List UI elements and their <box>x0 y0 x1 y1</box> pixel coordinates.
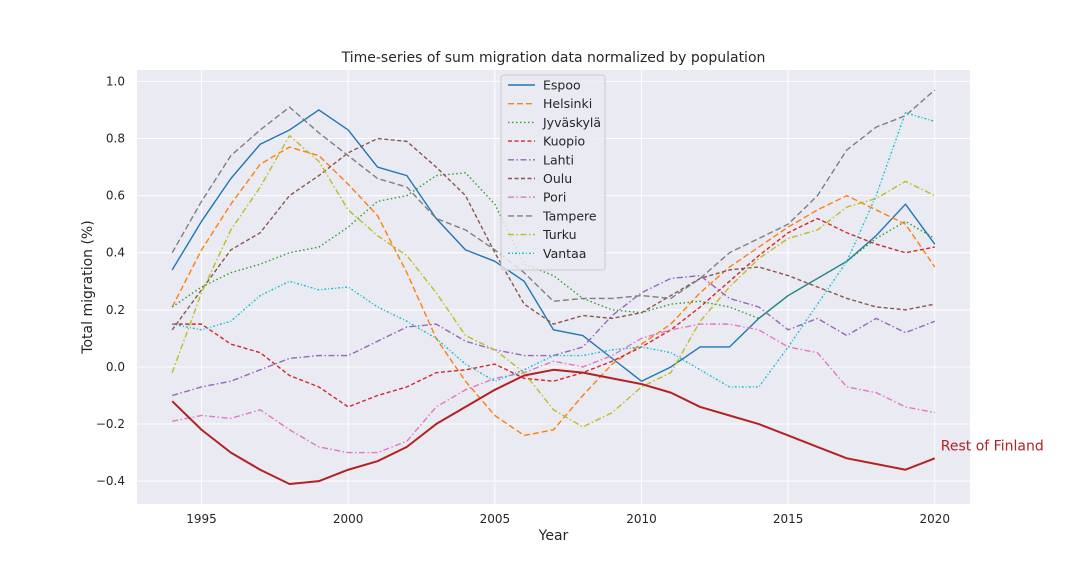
legend-box <box>500 74 606 271</box>
y-tick-label: −0.4 <box>96 474 125 488</box>
series-line-jyv-skyl- <box>171 172 936 320</box>
x-tick-label: 2020 <box>920 512 951 526</box>
series-line-tampere <box>171 89 936 302</box>
series-layer <box>171 89 936 486</box>
legend-label: Kuopio <box>543 134 585 149</box>
y-axis-ticks: −0.4 −0.2 0.0 0.2 0.4 0.6 0.8 1.0 <box>96 74 125 488</box>
chart-title: Time-series of sum migration data normal… <box>341 50 766 66</box>
x-tick-label: 1995 <box>186 512 217 526</box>
series-line-vantaa <box>172 112 935 388</box>
legend-label: Turku <box>542 227 577 242</box>
legend: Espoo Helsinki Jyväskylä Kuopio Lahti Oulu Por… <box>500 74 606 271</box>
legend-label: Helsinki <box>543 96 592 111</box>
legend-label: Pori <box>543 190 566 205</box>
x-tick-label: 2005 <box>480 512 511 526</box>
x-axis-label: Year <box>538 528 569 544</box>
series-line-rest-of-finland <box>171 368 936 486</box>
legend-label: Espoo <box>543 78 581 93</box>
legend-label: Oulu <box>543 171 572 186</box>
y-tick-label: 1.0 <box>106 74 125 88</box>
legend-label: Jyväskylä <box>542 115 601 130</box>
x-tick-label: 2000 <box>333 512 364 526</box>
series-line-pori <box>172 323 935 454</box>
y-tick-label: 0.0 <box>106 360 125 374</box>
y-axis-label: Total migration (%) <box>80 220 96 354</box>
y-tick-label: 0.6 <box>106 189 125 203</box>
legend-label: Vantaa <box>543 246 586 261</box>
y-tick-label: 0.2 <box>106 303 125 317</box>
legend-label: Lahti <box>543 152 574 167</box>
series-line-helsinki <box>171 146 936 437</box>
x-tick-label: 2015 <box>773 512 804 526</box>
x-tick-label: 2010 <box>626 512 657 526</box>
y-tick-label: 0.8 <box>106 132 125 146</box>
series-line-espoo <box>171 109 936 382</box>
x-axis-ticks: 1995 2000 2005 2010 2015 2020 <box>186 512 950 526</box>
rest-of-finland-annotation: Rest of Finland <box>941 438 1044 454</box>
series-line-kuopio <box>172 217 935 408</box>
series-line-oulu <box>171 137 935 331</box>
y-tick-label: 0.4 <box>106 246 125 260</box>
series-line-turku <box>171 134 936 428</box>
legend-label: Tampere <box>542 208 597 223</box>
y-tick-label: −0.2 <box>96 417 125 431</box>
